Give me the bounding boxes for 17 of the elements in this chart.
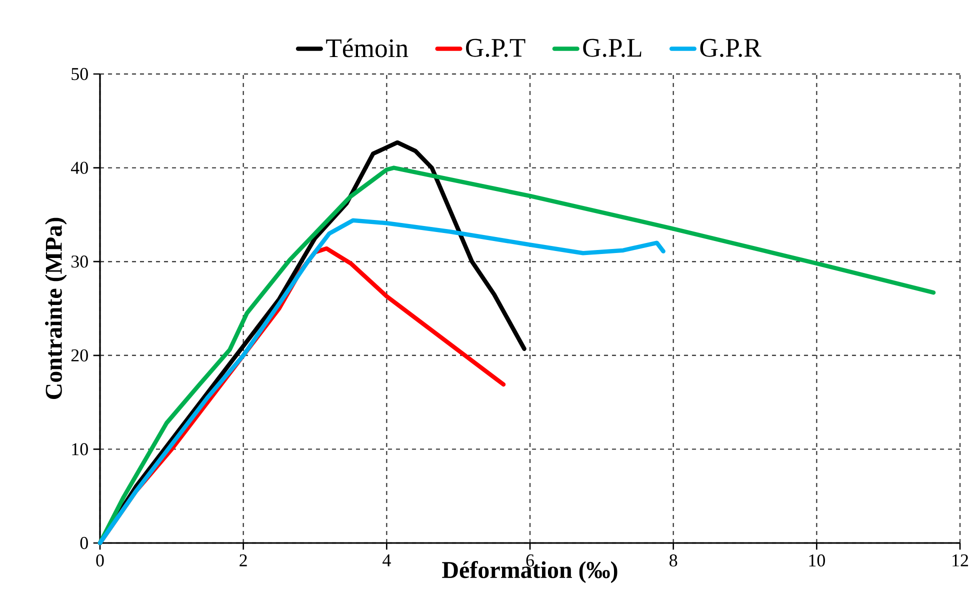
- legend-label: G.P.R: [700, 38, 762, 57]
- y-tick-label: 10: [72, 443, 88, 456]
- x-tick-label: 0: [96, 554, 104, 567]
- legend-label: Témoin: [326, 38, 408, 58]
- y-tick-label: 50: [72, 68, 88, 80]
- y-tick-label: 20: [71, 349, 88, 362]
- x-tick-label: 8: [670, 554, 678, 567]
- y-axis-title: Contrainte (MPa): [45, 218, 67, 399]
- x-tick-label: 12: [952, 554, 968, 566]
- x-tick-label: 2: [240, 554, 247, 566]
- y-tick-label: 0: [80, 536, 88, 550]
- y-tick-label: 40: [70, 162, 88, 174]
- x-tick-label: 4: [382, 554, 391, 566]
- x-tick-label: 10: [809, 554, 825, 567]
- y-tick-label: 30: [71, 256, 88, 268]
- legend-label: G.P.T: [466, 38, 526, 57]
- legend-label: G.P.L: [583, 38, 642, 57]
